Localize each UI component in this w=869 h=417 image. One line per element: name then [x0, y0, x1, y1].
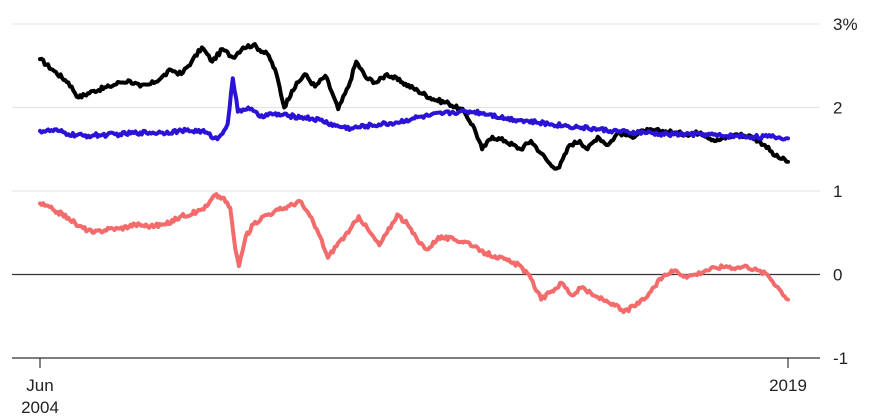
- series-line-1: [38, 42, 790, 171]
- y-axis-tick-labels: 3% 2 1 0 -1: [833, 15, 858, 368]
- series-line-3: [38, 192, 790, 315]
- x-tick-label: 2019: [769, 376, 807, 395]
- series-line-2: [38, 76, 790, 142]
- y-tick-label: -1: [833, 349, 848, 368]
- y-tick-label: 2: [833, 99, 842, 118]
- y-tick-label: 0: [833, 266, 842, 285]
- gridlines: [12, 23, 820, 359]
- y-tick-label: 1: [833, 182, 842, 201]
- y-tick-label: 3%: [833, 15, 858, 34]
- x-tick-label: Jun: [26, 376, 53, 395]
- x-axis: Jun 2004 2019: [21, 358, 807, 417]
- series-layer: [38, 42, 790, 315]
- x-tick-label: 2004: [21, 398, 59, 417]
